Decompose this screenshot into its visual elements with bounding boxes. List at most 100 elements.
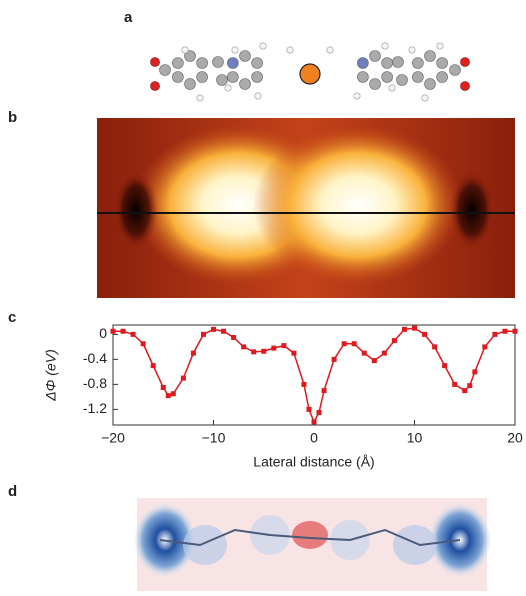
data-point	[141, 341, 146, 346]
data-point	[382, 351, 387, 356]
data-point	[452, 382, 457, 387]
data-point	[502, 329, 507, 334]
data-point	[151, 363, 156, 368]
atom	[425, 79, 436, 90]
hydrogen-atom	[287, 47, 293, 53]
atom	[252, 72, 263, 83]
data-point	[462, 388, 467, 393]
data-point	[342, 341, 347, 346]
atom	[252, 58, 263, 69]
atom	[227, 72, 238, 83]
data-point	[402, 327, 407, 332]
atom	[397, 75, 408, 86]
panel-label: b	[8, 109, 17, 126]
oxygen-atom	[461, 82, 470, 91]
data-point	[312, 419, 317, 424]
data-point	[432, 344, 437, 349]
x-tick-label: −10	[202, 430, 226, 446]
data-point	[513, 329, 518, 334]
molecule	[151, 43, 470, 101]
data-point	[231, 335, 236, 340]
x-tick-label: −20	[101, 430, 125, 446]
hydrogen-atom	[422, 95, 428, 101]
y-tick-label: -0.8	[83, 375, 107, 391]
density-blob	[183, 525, 227, 565]
figure: a b c d −20−10010200-0.4-0.8-1.2Lateral …	[0, 0, 526, 591]
atom	[450, 65, 461, 76]
atom	[227, 58, 238, 69]
y-tick-label: 0	[99, 325, 107, 341]
atom	[197, 72, 208, 83]
data-point	[171, 391, 176, 396]
atom	[172, 58, 183, 69]
hydrogen-atom	[354, 93, 360, 99]
data-point	[181, 376, 186, 381]
dark-spot	[450, 170, 494, 250]
data-point	[111, 329, 116, 334]
data-point	[322, 388, 327, 393]
atom	[370, 79, 381, 90]
data-point	[472, 369, 477, 374]
data-point	[166, 393, 171, 398]
data-point	[221, 329, 226, 334]
hydrogen-atom	[409, 47, 415, 53]
atom	[160, 65, 171, 76]
hydrogen-atom	[232, 47, 238, 53]
y-axis-label: ΔΦ (eV)	[43, 349, 59, 401]
data-point	[121, 329, 126, 334]
data-point	[131, 332, 136, 337]
oxygen-atom	[461, 58, 470, 67]
atom	[217, 75, 228, 86]
data-point	[201, 332, 206, 337]
data-point	[301, 382, 306, 387]
data-point	[412, 326, 417, 331]
density-blob	[292, 521, 328, 549]
data-point	[467, 383, 472, 388]
metal-atom	[300, 64, 320, 84]
hydrogen-atom	[197, 95, 203, 101]
atom	[197, 58, 208, 69]
data-point	[332, 357, 337, 362]
data-point	[306, 407, 311, 412]
data-point	[352, 341, 357, 346]
hydrogen-atom	[225, 85, 231, 91]
data-point	[261, 349, 266, 354]
hydrogen-atom	[260, 43, 266, 49]
data-point	[211, 327, 216, 332]
lobe	[253, 125, 463, 285]
density-map	[133, 498, 492, 591]
plot-frame	[113, 325, 515, 425]
atom	[240, 79, 251, 90]
oxygen-atom	[151, 58, 160, 67]
dark-spot	[114, 170, 158, 250]
atom	[412, 72, 423, 83]
data-point	[241, 344, 246, 349]
panel-label: d	[8, 483, 17, 500]
y-tick-label: -0.4	[83, 350, 107, 366]
atom	[357, 72, 368, 83]
data-point	[492, 332, 497, 337]
data-point	[291, 351, 296, 356]
density-blob	[393, 525, 437, 565]
data-point	[191, 351, 196, 356]
atom	[412, 58, 423, 69]
x-tick-label: 10	[407, 430, 423, 446]
hydrogen-atom	[182, 47, 188, 53]
atom	[437, 58, 448, 69]
hydrogen-atom	[437, 43, 443, 49]
x-axis-label: Lateral distance (Å)	[253, 454, 374, 470]
atom	[185, 79, 196, 90]
data-point	[281, 343, 286, 348]
hydrogen-atom	[255, 93, 261, 99]
oxygen-atom	[151, 82, 160, 91]
atom	[382, 58, 393, 69]
data-point	[161, 385, 166, 390]
data-line	[113, 328, 515, 422]
panel-label: a	[124, 9, 133, 26]
atom	[425, 51, 436, 62]
data-point	[482, 344, 487, 349]
data-point	[442, 363, 447, 368]
panel-label: c	[8, 309, 16, 326]
hydrogen-atom	[389, 85, 395, 91]
data-point	[271, 346, 276, 351]
